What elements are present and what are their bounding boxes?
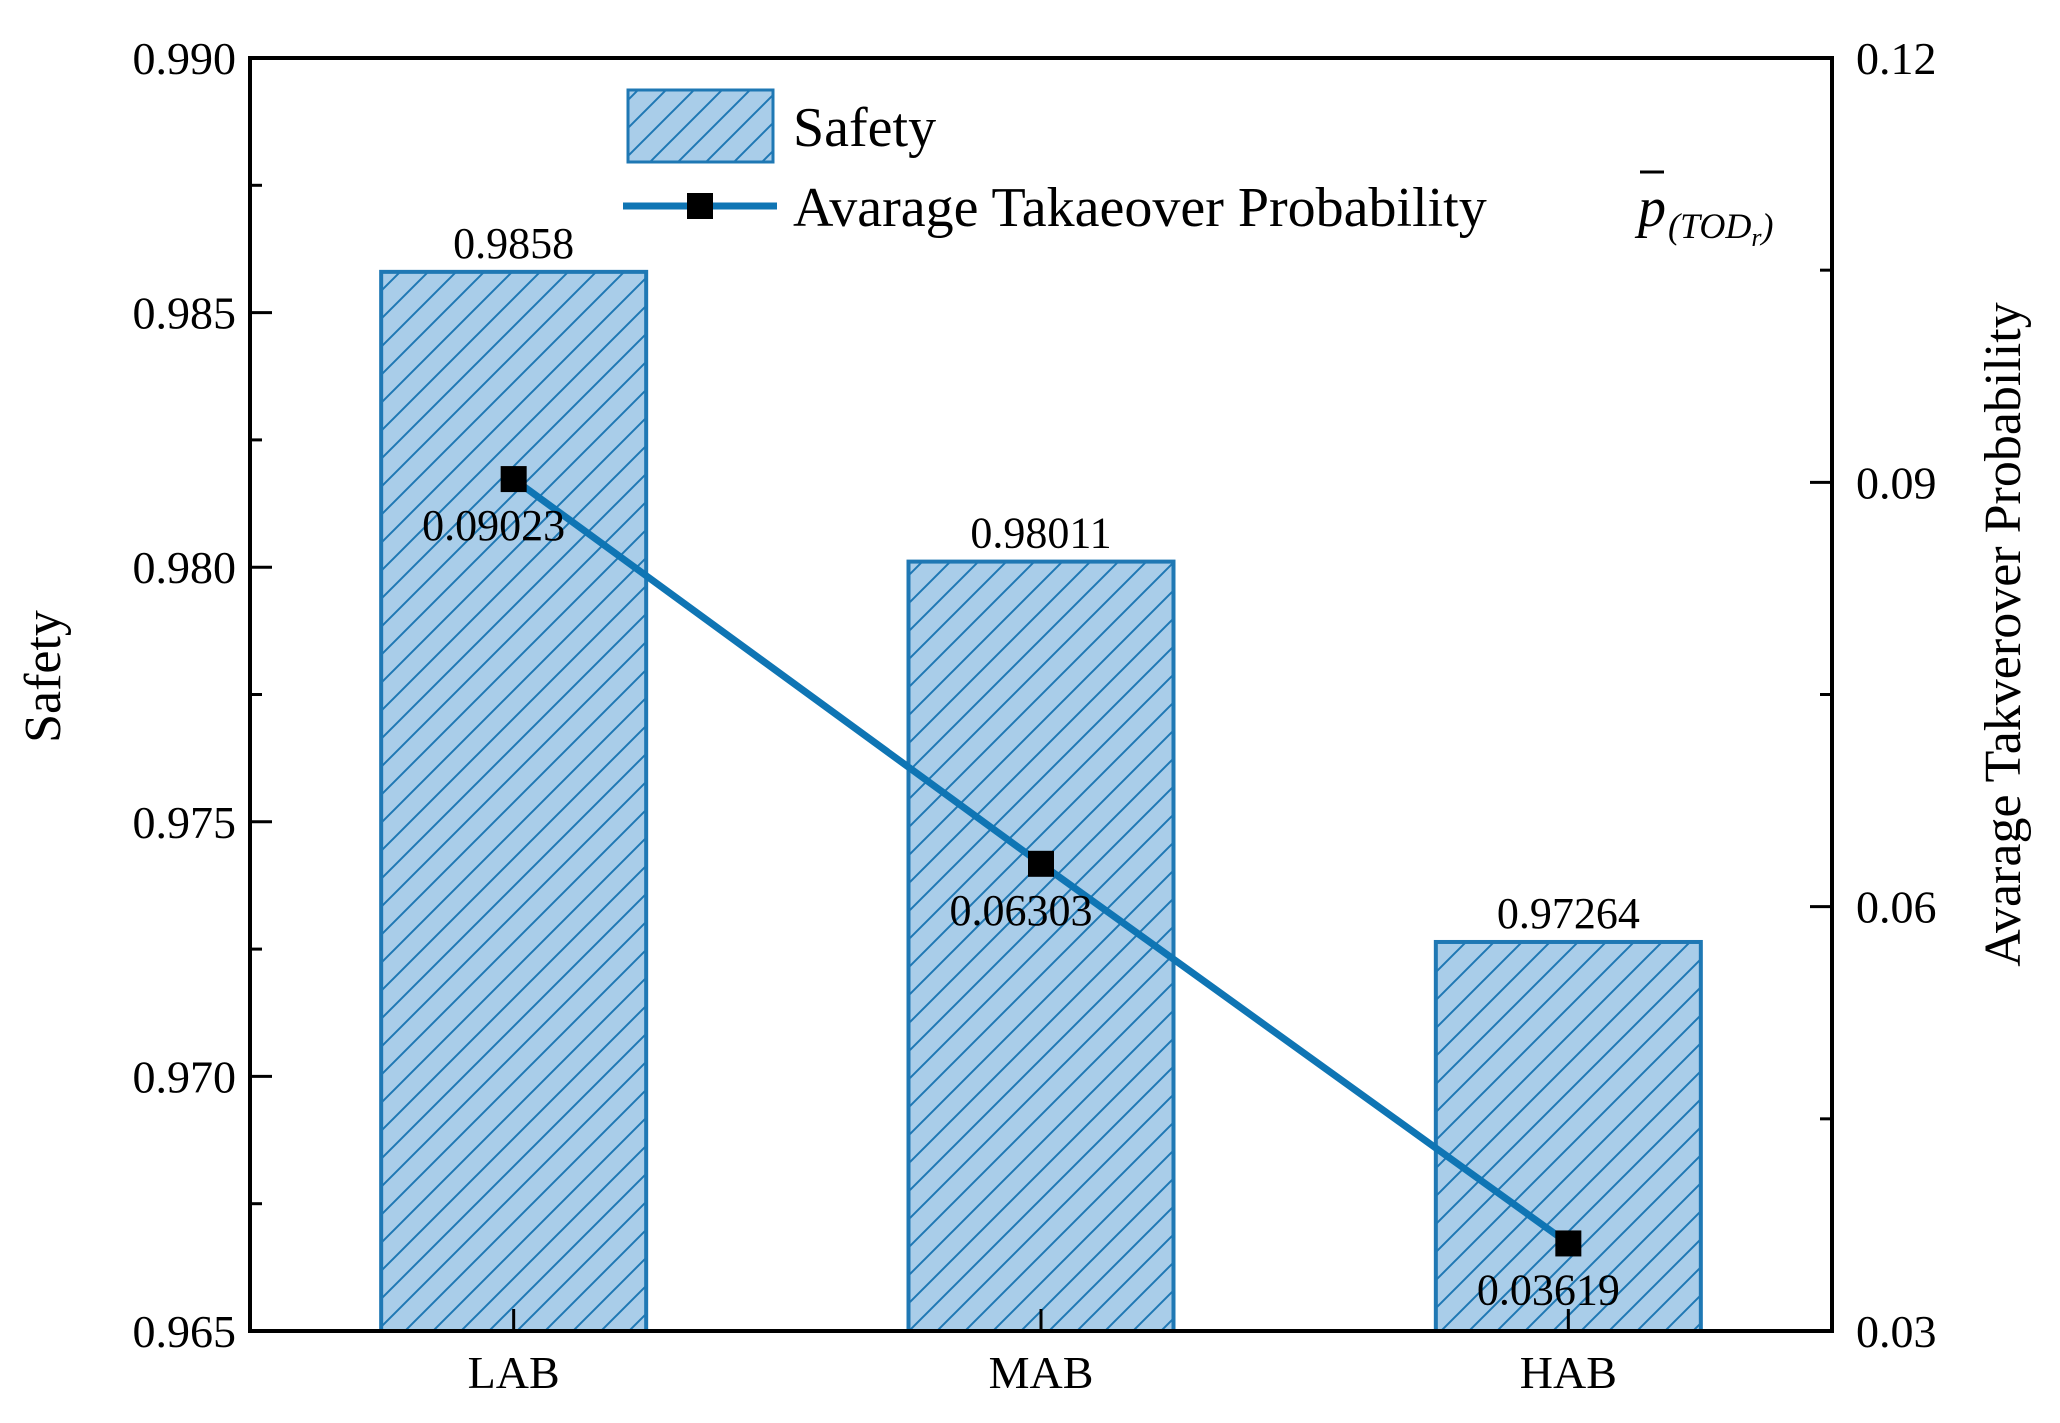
bar-value-label: 0.97264 [1497, 889, 1640, 938]
y-tick-label: 0.990 [133, 33, 237, 84]
y2-tick-label: 0.09 [1856, 457, 1937, 508]
axes-group: 0.965 0.970 0.975 0.980 0.985 0.990 0.03 0.06 0.… [133, 33, 1937, 1398]
legend-line-label: Avarage Takaeover Probability [793, 177, 1487, 239]
bar [906, 559, 1176, 1333]
bars-group: 0.9858 0.98011 0.97264 [379, 219, 1703, 1333]
y2-tick-label: 0.06 [1856, 882, 1937, 933]
takeover-point-marker [500, 466, 527, 493]
legend-subscript-open: (TOD [1668, 206, 1751, 246]
legend: Safety Avarage Takaeover Probability p (… [623, 88, 1773, 252]
x-tick-label: MAB [989, 1347, 1094, 1398]
takeover-point-marker [1555, 1230, 1582, 1257]
y-tick-label: 0.965 [133, 1306, 237, 1357]
y-tick-label: 0.970 [133, 1051, 237, 1102]
y2-tick-label: 0.12 [1856, 33, 1937, 84]
bar-value-label: 0.9858 [453, 219, 574, 268]
y-tick-label: 0.975 [133, 797, 237, 848]
legend-subscript-r: r [1751, 223, 1762, 252]
bar-value-label: 0.98011 [970, 509, 1111, 558]
takeover-point-label: 0.09023 [422, 501, 565, 550]
y-tick-label: 0.980 [133, 542, 237, 593]
line-series-group: 0.09023 0.06303 0.03619 [422, 466, 1620, 1314]
legend-line-marker [687, 193, 713, 219]
takeover-point-label: 0.03619 [1477, 1265, 1620, 1314]
legend-bar-swatch [626, 88, 775, 164]
takeover-point-marker [1028, 850, 1054, 877]
legend-math-symbol: p [1634, 177, 1666, 239]
x-tick-label: LAB [468, 1347, 560, 1398]
y2-axis-title: Avarage Takverover Probability [1975, 302, 2032, 966]
bar [1433, 939, 1703, 1333]
x-tick-label: HAB [1520, 1347, 1617, 1398]
legend-subscript-close: ) [1759, 206, 1773, 246]
y2-tick-label: 0.03 [1856, 1306, 1937, 1357]
legend-bar-label: Safety [793, 97, 936, 159]
legend-math-subscript: (TODr) [1668, 206, 1773, 252]
bar [379, 269, 649, 1333]
takeover-point-label: 0.06303 [950, 886, 1093, 935]
y-axis-title: Safety [15, 610, 72, 743]
y-tick-label: 0.985 [133, 288, 237, 339]
